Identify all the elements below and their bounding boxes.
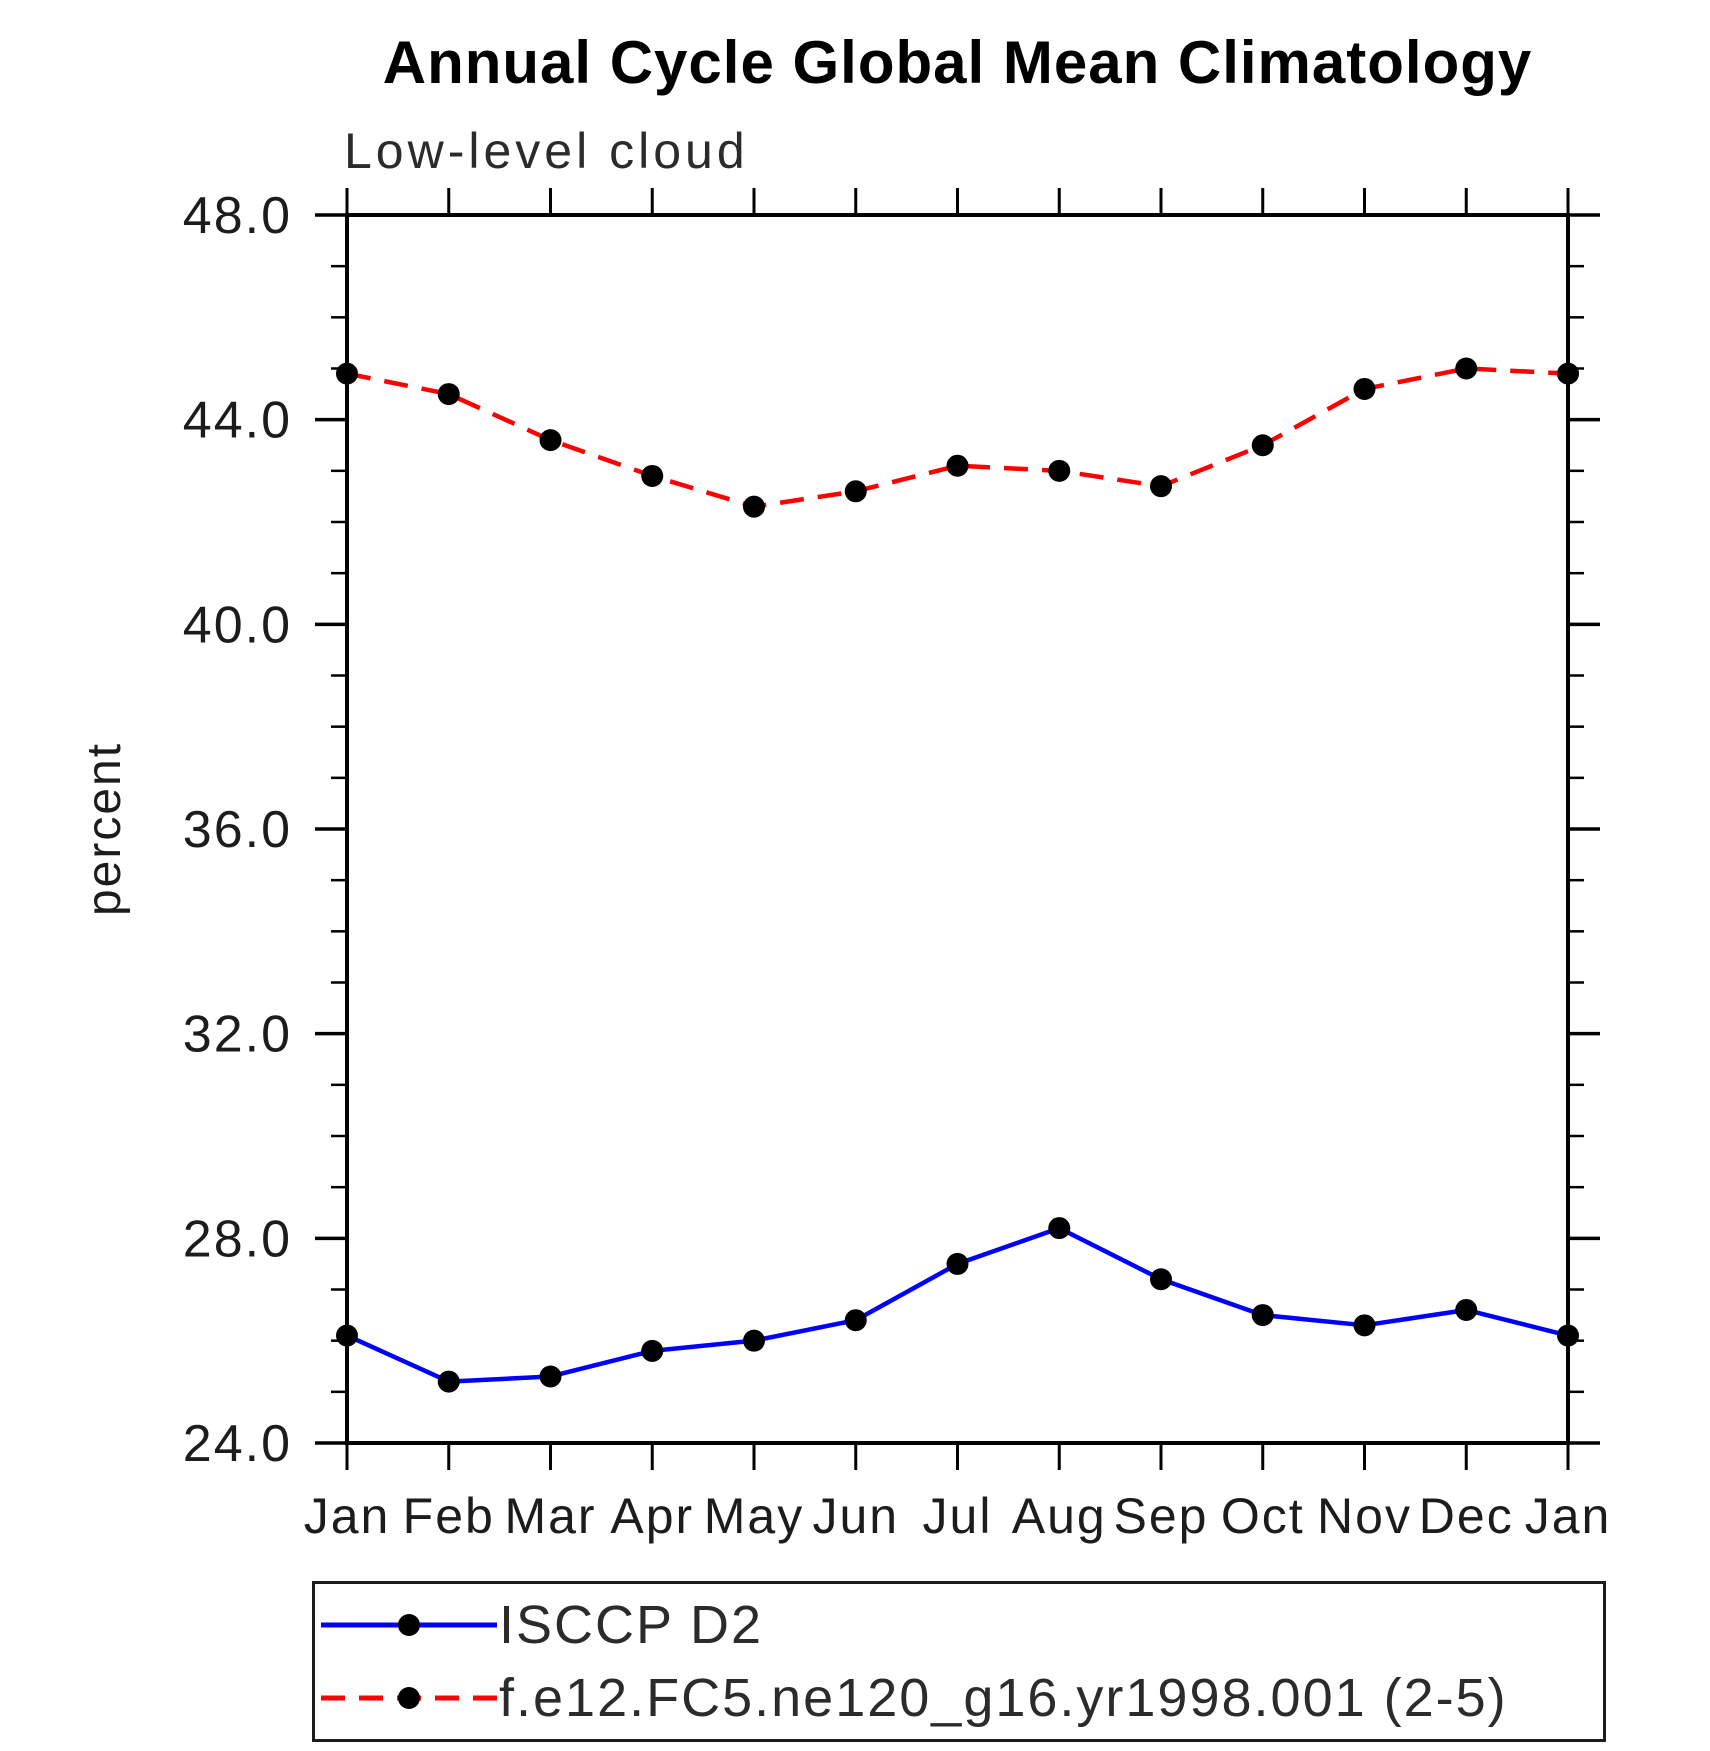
svg-text:40.0: 40.0 (183, 596, 292, 654)
svg-text:48.0: 48.0 (183, 187, 292, 245)
svg-text:44.0: 44.0 (183, 392, 292, 450)
legend-line-sample-dashed (321, 1687, 497, 1710)
svg-text:Apr: Apr (610, 1488, 694, 1544)
y-axis-tick-labels: 24.0 28.0 32.0 36.0 40.0 44.0 48.0 (183, 187, 292, 1473)
data-point-marker (844, 480, 867, 503)
data-point-marker (946, 1252, 969, 1275)
legend-line-sample-solid (321, 1613, 497, 1636)
legend-item-isccp-d2: ISCCP D2 (321, 1590, 1603, 1660)
data-point-marker (1353, 1314, 1376, 1337)
svg-text:32.0: 32.0 (183, 1006, 292, 1064)
legend-label-model-run: f.e12.FC5.ne120_g16.yr1998.001 (2-5) (499, 1668, 1508, 1729)
svg-text:28.0: 28.0 (183, 1210, 292, 1268)
svg-text:Mar: Mar (504, 1488, 596, 1544)
data-point-marker (1150, 1268, 1172, 1291)
svg-text:Aug: Aug (1012, 1488, 1107, 1544)
data-point-marker (1251, 1304, 1274, 1327)
svg-text:Jan: Jan (304, 1488, 391, 1544)
chart-subtitle: Low-level cloud (344, 123, 749, 179)
data-point-marker (946, 454, 969, 477)
data-point-marker (539, 429, 562, 452)
svg-text:Sep: Sep (1114, 1488, 1209, 1544)
legend: ISCCP D2 f.e12.FC5.ne120_g16.yr1998.001 … (312, 1581, 1606, 1742)
svg-text:24.0: 24.0 (183, 1415, 292, 1473)
data-point-marker (1048, 459, 1071, 482)
series-isccp-d2 (336, 1217, 1579, 1393)
x-axis-tick-labels: Jan Feb Mar Apr May Jun Jul Aug Sep Oct Nov Dec Jan (304, 1488, 1612, 1544)
data-point-marker (1150, 475, 1172, 498)
data-point-marker (437, 383, 460, 406)
series-model-run (336, 357, 1579, 518)
y-axis-title: percent (78, 742, 131, 916)
data-point-marker (1557, 1324, 1579, 1347)
svg-text:Dec: Dec (1419, 1488, 1514, 1544)
legend-label-isccp-d2: ISCCP D2 (499, 1594, 764, 1655)
data-point-marker (641, 1339, 664, 1362)
data-point-marker (336, 362, 358, 385)
data-point-marker (743, 1329, 765, 1352)
data-point-marker (539, 1365, 562, 1388)
legend-item-model-run: f.e12.FC5.ne120_g16.yr1998.001 (2-5) (321, 1663, 1603, 1733)
data-point-marker (1251, 434, 1274, 457)
svg-text:Nov: Nov (1317, 1488, 1412, 1544)
chart-title: Annual Cycle Global Mean Climatology (382, 29, 1533, 96)
svg-text:36.0: 36.0 (183, 801, 292, 859)
data-point-marker (641, 464, 664, 487)
data-point-marker (743, 495, 765, 518)
svg-text:Jan: Jan (1525, 1488, 1612, 1544)
data-point-marker (336, 1324, 358, 1347)
svg-text:Feb: Feb (403, 1488, 495, 1544)
data-point-marker (1353, 377, 1376, 400)
svg-text:percent: percent (78, 742, 131, 916)
svg-text:May: May (704, 1488, 804, 1544)
svg-text:Jul: Jul (923, 1488, 993, 1544)
data-point-marker (1455, 357, 1478, 380)
data-point-marker (437, 1370, 460, 1393)
data-point-marker (844, 1309, 867, 1332)
svg-text:Jun: Jun (812, 1488, 899, 1544)
x-axis-ticks (345, 188, 1570, 1470)
data-point-marker (1455, 1298, 1478, 1321)
data-point-marker (1048, 1217, 1071, 1240)
data-point-marker (1557, 362, 1579, 385)
svg-text:Oct: Oct (1221, 1488, 1305, 1544)
